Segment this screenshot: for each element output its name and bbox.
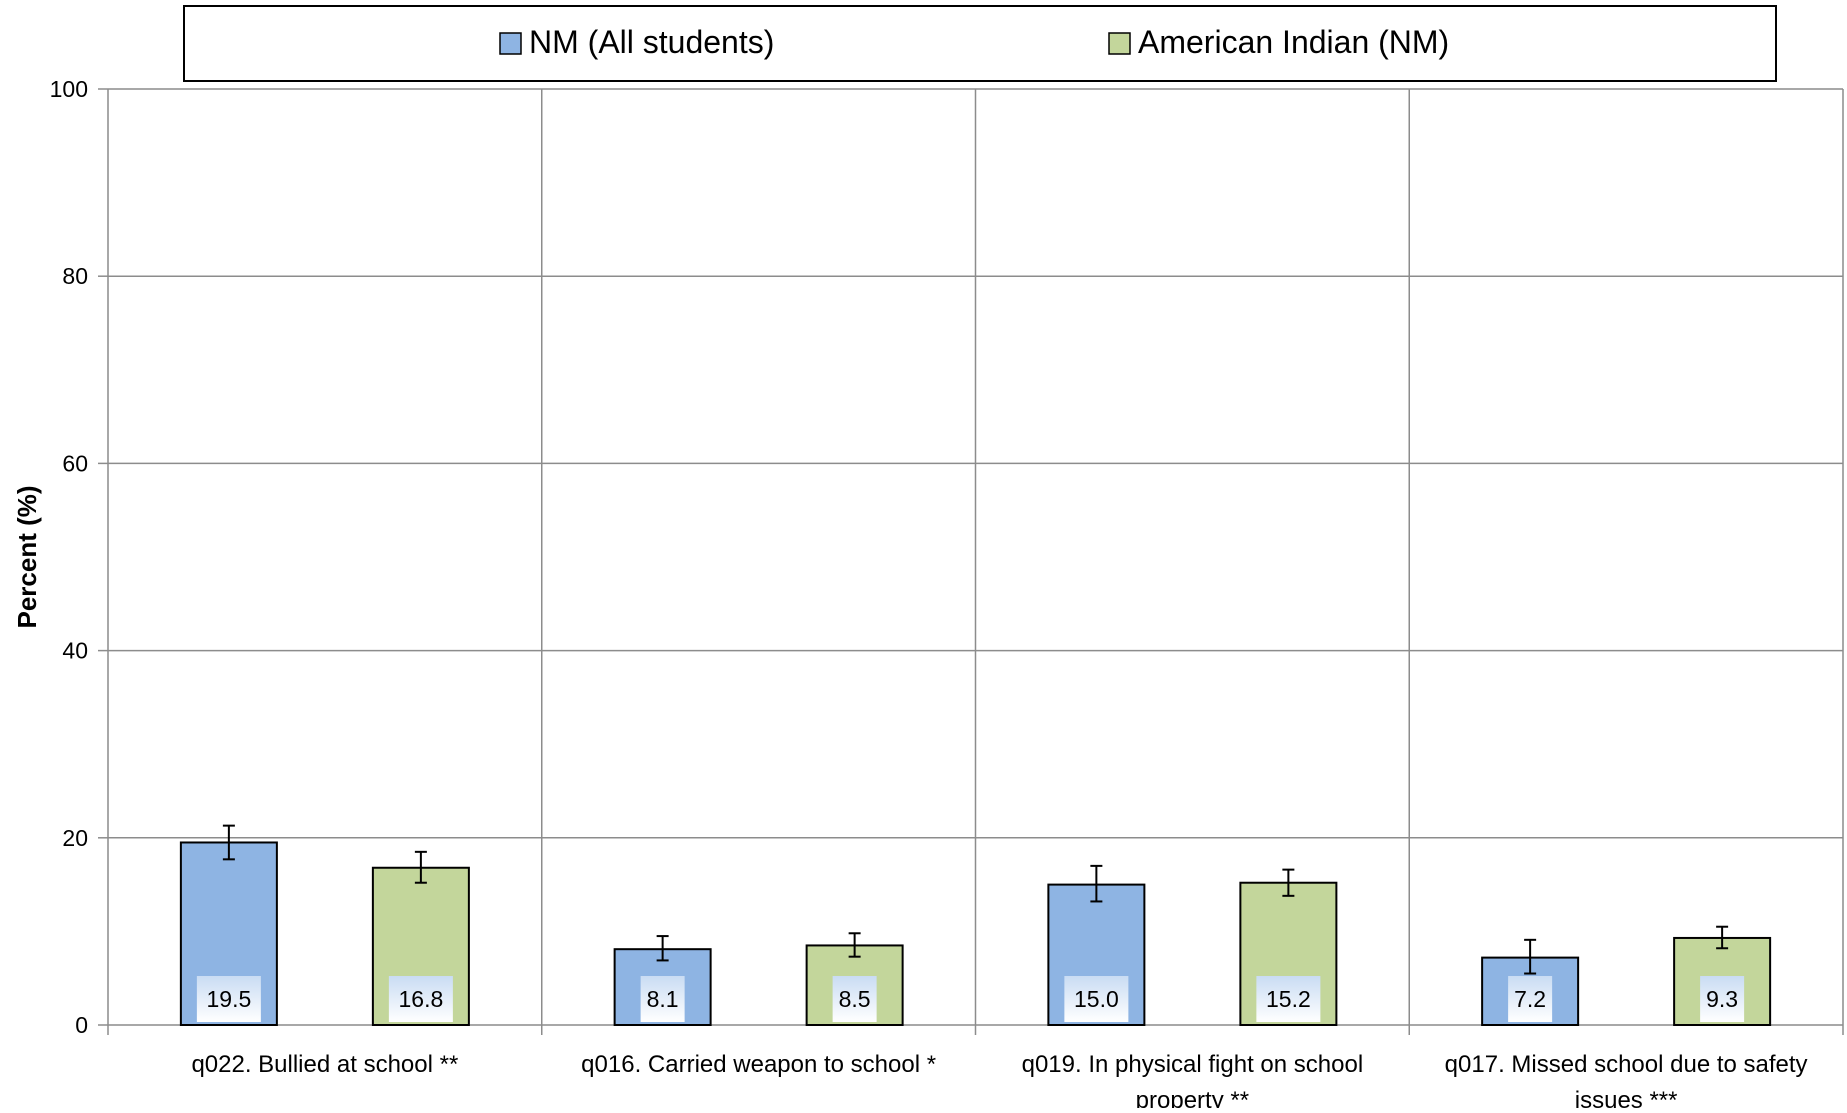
data-label: 15.2 xyxy=(1266,986,1311,1012)
x-category-label: q017. Missed school due to safety issues … xyxy=(1445,1051,1808,1108)
x-category-label-line: issues *** xyxy=(1575,1087,1678,1108)
y-tick-label: 80 xyxy=(62,263,88,289)
legend-item-american-indian-nm: American Indian (NM) xyxy=(1108,24,1449,60)
data-label: 9.3 xyxy=(1706,986,1738,1012)
x-category-label-line: q016. Carried weapon to school * xyxy=(581,1051,936,1078)
x-category-label-line: q022. Bullied at school ** xyxy=(191,1051,458,1078)
x-category-label-line: property ** xyxy=(1136,1087,1249,1108)
data-label: 7.2 xyxy=(1514,986,1546,1012)
legend-box xyxy=(183,5,1777,82)
legend-item-nm-all-students: NM (All students) xyxy=(499,24,774,60)
data-label-box xyxy=(196,976,261,1022)
x-category-label-line: q019. In physical fight on school xyxy=(1022,1051,1364,1078)
data-label: 15.0 xyxy=(1074,986,1119,1012)
legend-label: NM (All students) xyxy=(529,24,774,60)
data-label-box xyxy=(1700,976,1745,1022)
x-category-label-line: q017. Missed school due to safety xyxy=(1445,1051,1808,1078)
x-category-label: q016. Carried weapon to school * xyxy=(581,1051,936,1078)
data-label-box xyxy=(388,976,453,1022)
y-tick-label: 0 xyxy=(75,1012,88,1038)
axes: 0 20 40 60 80 100 Percent (%) q022. Bullied at … xyxy=(12,76,1844,1113)
x-category-label: q019. In physical fight on school propert… xyxy=(1022,1051,1364,1108)
data-label: 19.5 xyxy=(206,986,251,1012)
y-tick-label: 60 xyxy=(62,450,88,476)
y-tick-label: 100 xyxy=(50,76,88,102)
data-label-box xyxy=(1256,976,1321,1022)
data-label: 8.1 xyxy=(647,986,679,1012)
legend: NM (All students) American Indian (NM) xyxy=(183,5,1777,82)
data-label-box xyxy=(640,976,685,1022)
y-tick-label: 20 xyxy=(62,825,88,851)
data-label-box xyxy=(1508,976,1553,1022)
data-label-box xyxy=(1064,976,1129,1022)
legend-swatch xyxy=(499,32,522,55)
grid xyxy=(108,88,1844,1025)
y-axis-title: Percent (%) xyxy=(12,485,42,628)
data-label-box xyxy=(832,976,877,1022)
data-labels: 19.5 8.1 15.0 7.2 16.8 8.5 15.2 9.3 xyxy=(196,976,1745,1022)
data-label: 8.5 xyxy=(839,986,871,1012)
legend-label: American Indian (NM) xyxy=(1138,24,1449,60)
x-category-label: q022. Bullied at school ** xyxy=(191,1051,458,1078)
y-tick-label: 40 xyxy=(62,638,88,664)
legend-swatch xyxy=(1108,32,1131,55)
data-label: 16.8 xyxy=(398,986,443,1012)
